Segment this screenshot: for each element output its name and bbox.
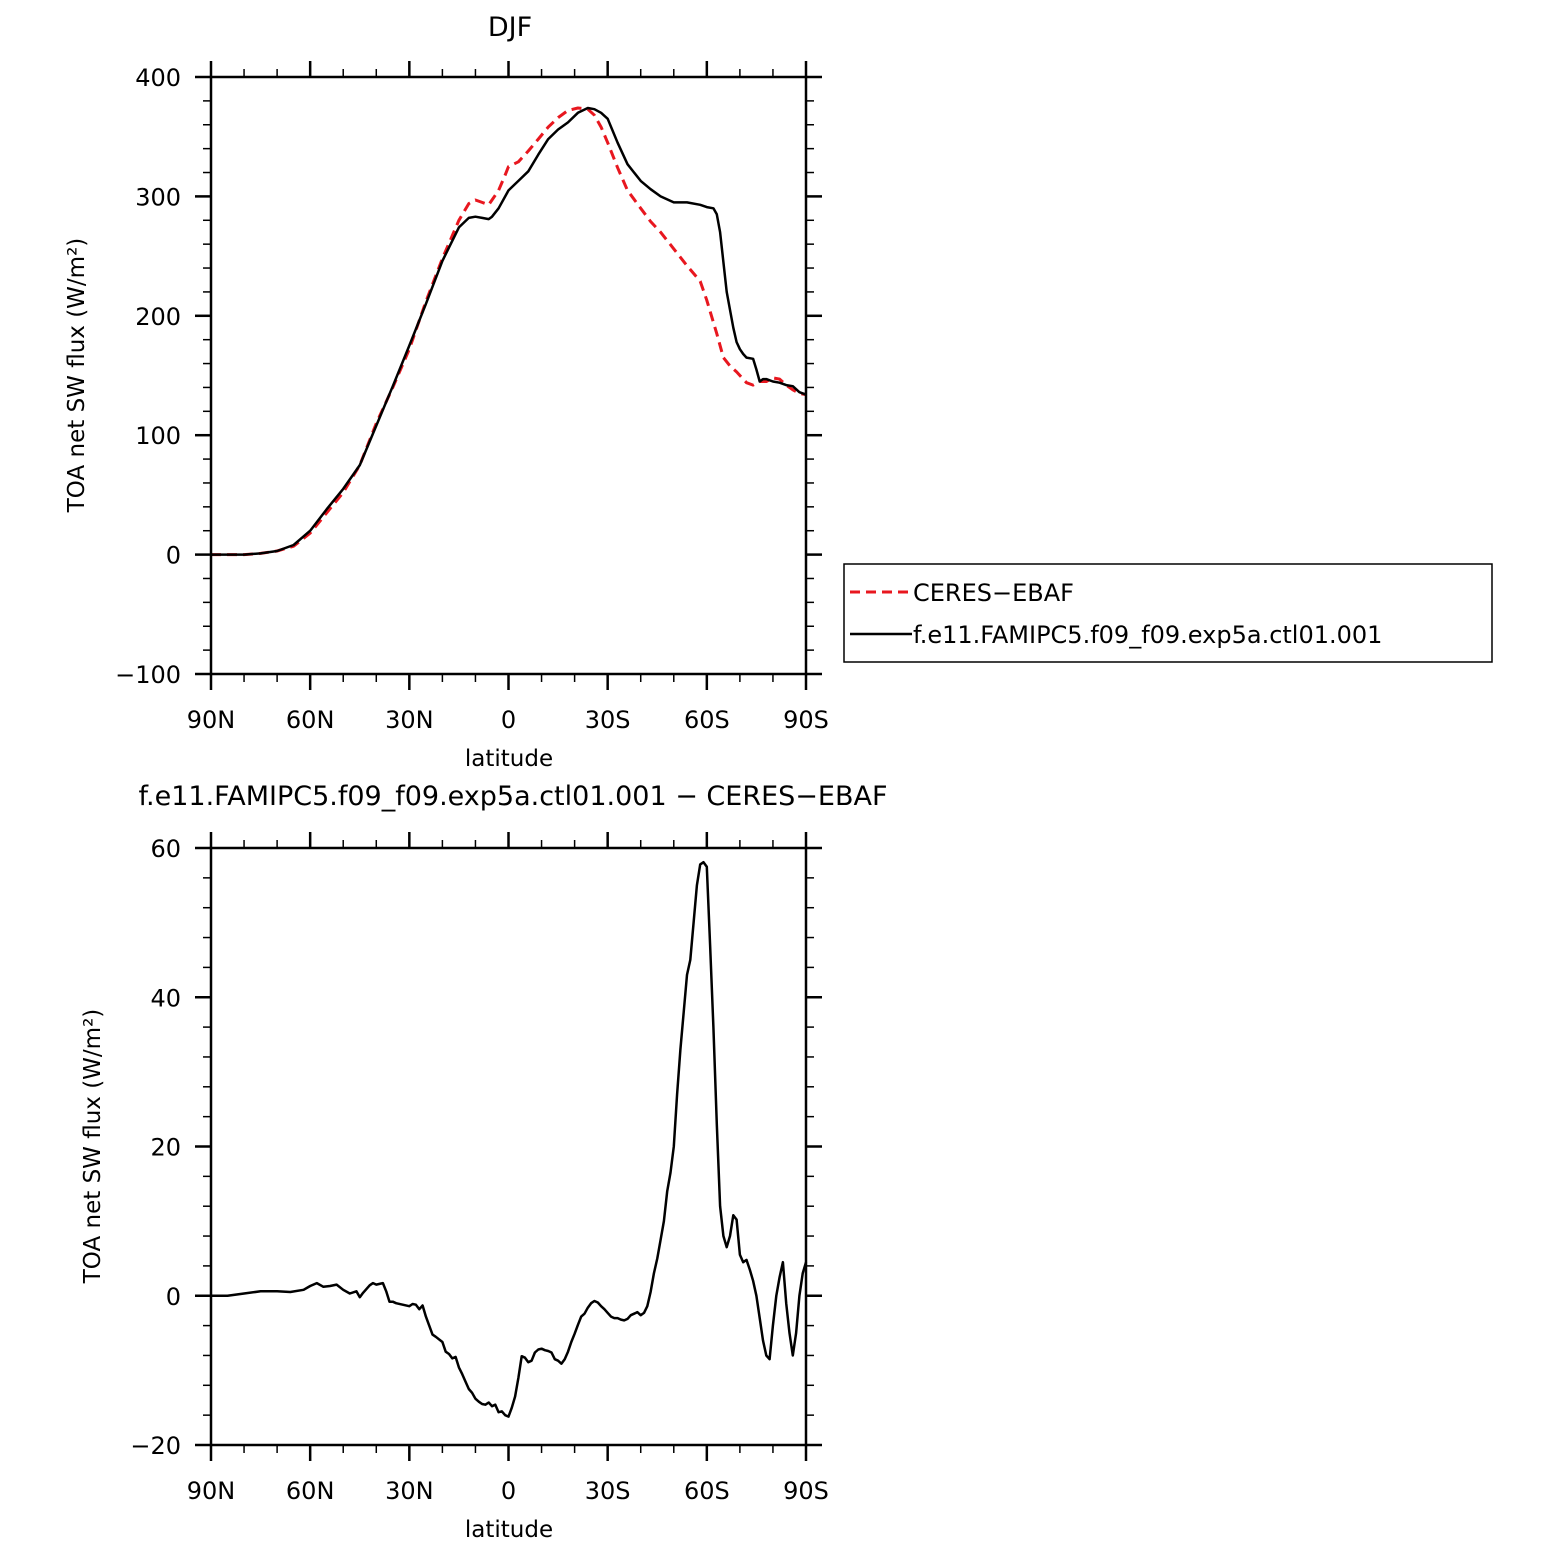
y-tick-label: 400: [135, 64, 181, 92]
x-tick-label: 90N: [187, 1477, 236, 1505]
y-tick-label: 0: [166, 542, 181, 570]
x-tick-label: 90N: [187, 706, 236, 734]
chart-title: DJF: [488, 12, 532, 43]
y-tick-label: −20: [130, 1432, 181, 1460]
x-tick-label: 60N: [286, 706, 335, 734]
x-tick-label: 60S: [684, 1477, 730, 1505]
y-tick-label: 100: [135, 422, 181, 450]
y-axis-label: TOA net SW flux (W/m²): [64, 238, 90, 514]
bottom-panel: f.e11.FAMIPC5.f09_f09.exp5a.ctl01.001 − …: [80, 781, 888, 1543]
x-tick-label: 30N: [385, 1477, 434, 1505]
x-tick-label: 0: [501, 706, 516, 734]
x-tick-label: 60N: [286, 1477, 335, 1505]
tick-layer: −20 0 20 40 60 90N 60N 30N 0 30S 60S 90S: [130, 832, 829, 1505]
x-tick-label: 30S: [585, 1477, 631, 1505]
y-tick-label: −100: [115, 661, 181, 689]
x-tick-label: 90S: [783, 1477, 829, 1505]
y-axis-label: TOA net SW flux (W/m²): [80, 1009, 106, 1285]
x-tick-label: 30N: [385, 706, 434, 734]
legend-entry-ceres: CERES−EBAF: [913, 579, 1074, 607]
top-panel: DJF TOA net SW flux (W/m²) −100 0 100 200 30…: [64, 12, 1493, 772]
x-axis-label: latitude: [465, 746, 553, 772]
series-line-0: [211, 106, 807, 557]
x-tick-label: 30S: [585, 706, 631, 734]
legend-entry-model: f.e11.FAMIPC5.f09_f09.exp5a.ctl01.001: [913, 621, 1382, 649]
y-tick-label: 300: [135, 183, 181, 211]
legend-box: [843, 563, 1493, 663]
x-tick-label: 90S: [783, 706, 829, 734]
tick-layer: −100 0 100 200 300 400 90N 60N 30N 0 30S 60S 90S: [115, 61, 829, 734]
series-layer: [211, 106, 807, 557]
x-axis-label: latitude: [465, 1517, 553, 1543]
x-tick-label: 0: [501, 1477, 516, 1505]
x-tick-label: 60S: [684, 706, 730, 734]
chart-title: f.e11.FAMIPC5.f09_f09.exp5a.ctl01.001 − …: [139, 781, 888, 812]
series-line-0: [211, 860, 808, 1418]
legend: CERES−EBAF f.e11.FAMIPC5.f09_f09.exp5a.c…: [843, 563, 1493, 663]
y-tick-label: 60: [150, 835, 181, 863]
series-layer: [211, 860, 808, 1418]
y-tick-label: 40: [150, 984, 181, 1012]
series-line-1: [211, 106, 807, 556]
y-tick-label: 200: [135, 303, 181, 331]
y-tick-label: 20: [150, 1134, 181, 1162]
y-tick-label: 0: [166, 1283, 181, 1311]
